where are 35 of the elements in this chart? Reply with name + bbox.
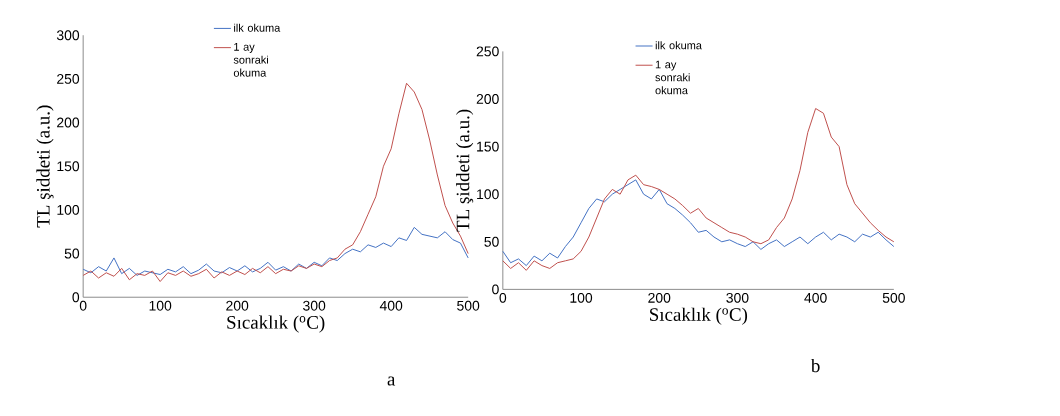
y-axis-title: TL şiddeti (a.u.) bbox=[456, 109, 474, 232]
y-axis-title: TL şiddeti (a.u.) bbox=[36, 105, 54, 228]
x-tick-label: 400 bbox=[379, 300, 403, 311]
y-tick-label: 0 bbox=[492, 284, 499, 295]
y-tick-label: 250 bbox=[476, 46, 499, 57]
x-axis-title: Sıcaklık ($^{o}$C) bbox=[227, 315, 325, 333]
text: a bbox=[387, 376, 396, 386]
legend-label: 1 ay sonraki okuma bbox=[655, 60, 690, 95]
x-tick-label: 400 bbox=[804, 292, 827, 303]
x-tick-label: 100 bbox=[149, 300, 172, 311]
y-tick-label: 50 bbox=[64, 248, 80, 259]
y-tick-label: 50 bbox=[484, 236, 499, 247]
y-tick-label: 250 bbox=[57, 73, 80, 84]
line-series bbox=[502, 179, 895, 267]
y-tick-label: 200 bbox=[57, 117, 80, 128]
x-axis-title: Sıcaklık ($^{o}$C) bbox=[650, 307, 748, 325]
text: b bbox=[810, 358, 820, 373]
x-tick-label: 200 bbox=[648, 292, 671, 303]
x-tick-label: 200 bbox=[226, 300, 249, 311]
y-tick-label: 300 bbox=[56, 30, 80, 41]
y-tick-label: 150 bbox=[57, 161, 80, 172]
y-tick-label: 150 bbox=[477, 141, 499, 152]
legend-label: ilk okuma bbox=[655, 41, 702, 50]
y-tick-label: 200 bbox=[476, 94, 499, 104]
legend-label: 1 ay sonraki okuma bbox=[233, 43, 268, 77]
x-tick-label: 500 bbox=[457, 300, 480, 311]
legend-label: ilk okuma bbox=[234, 23, 281, 32]
x-tick-label: 300 bbox=[726, 292, 749, 303]
x-tick-label: 300 bbox=[303, 300, 326, 311]
y-tick-label: 100 bbox=[57, 204, 80, 215]
y-tick-label: 100 bbox=[477, 189, 499, 200]
x-tick-label: 100 bbox=[570, 292, 593, 303]
x-tick-label: 0 bbox=[79, 300, 87, 311]
x-tick-label: 0 bbox=[499, 292, 507, 303]
x-tick-label: 500 bbox=[882, 292, 905, 303]
